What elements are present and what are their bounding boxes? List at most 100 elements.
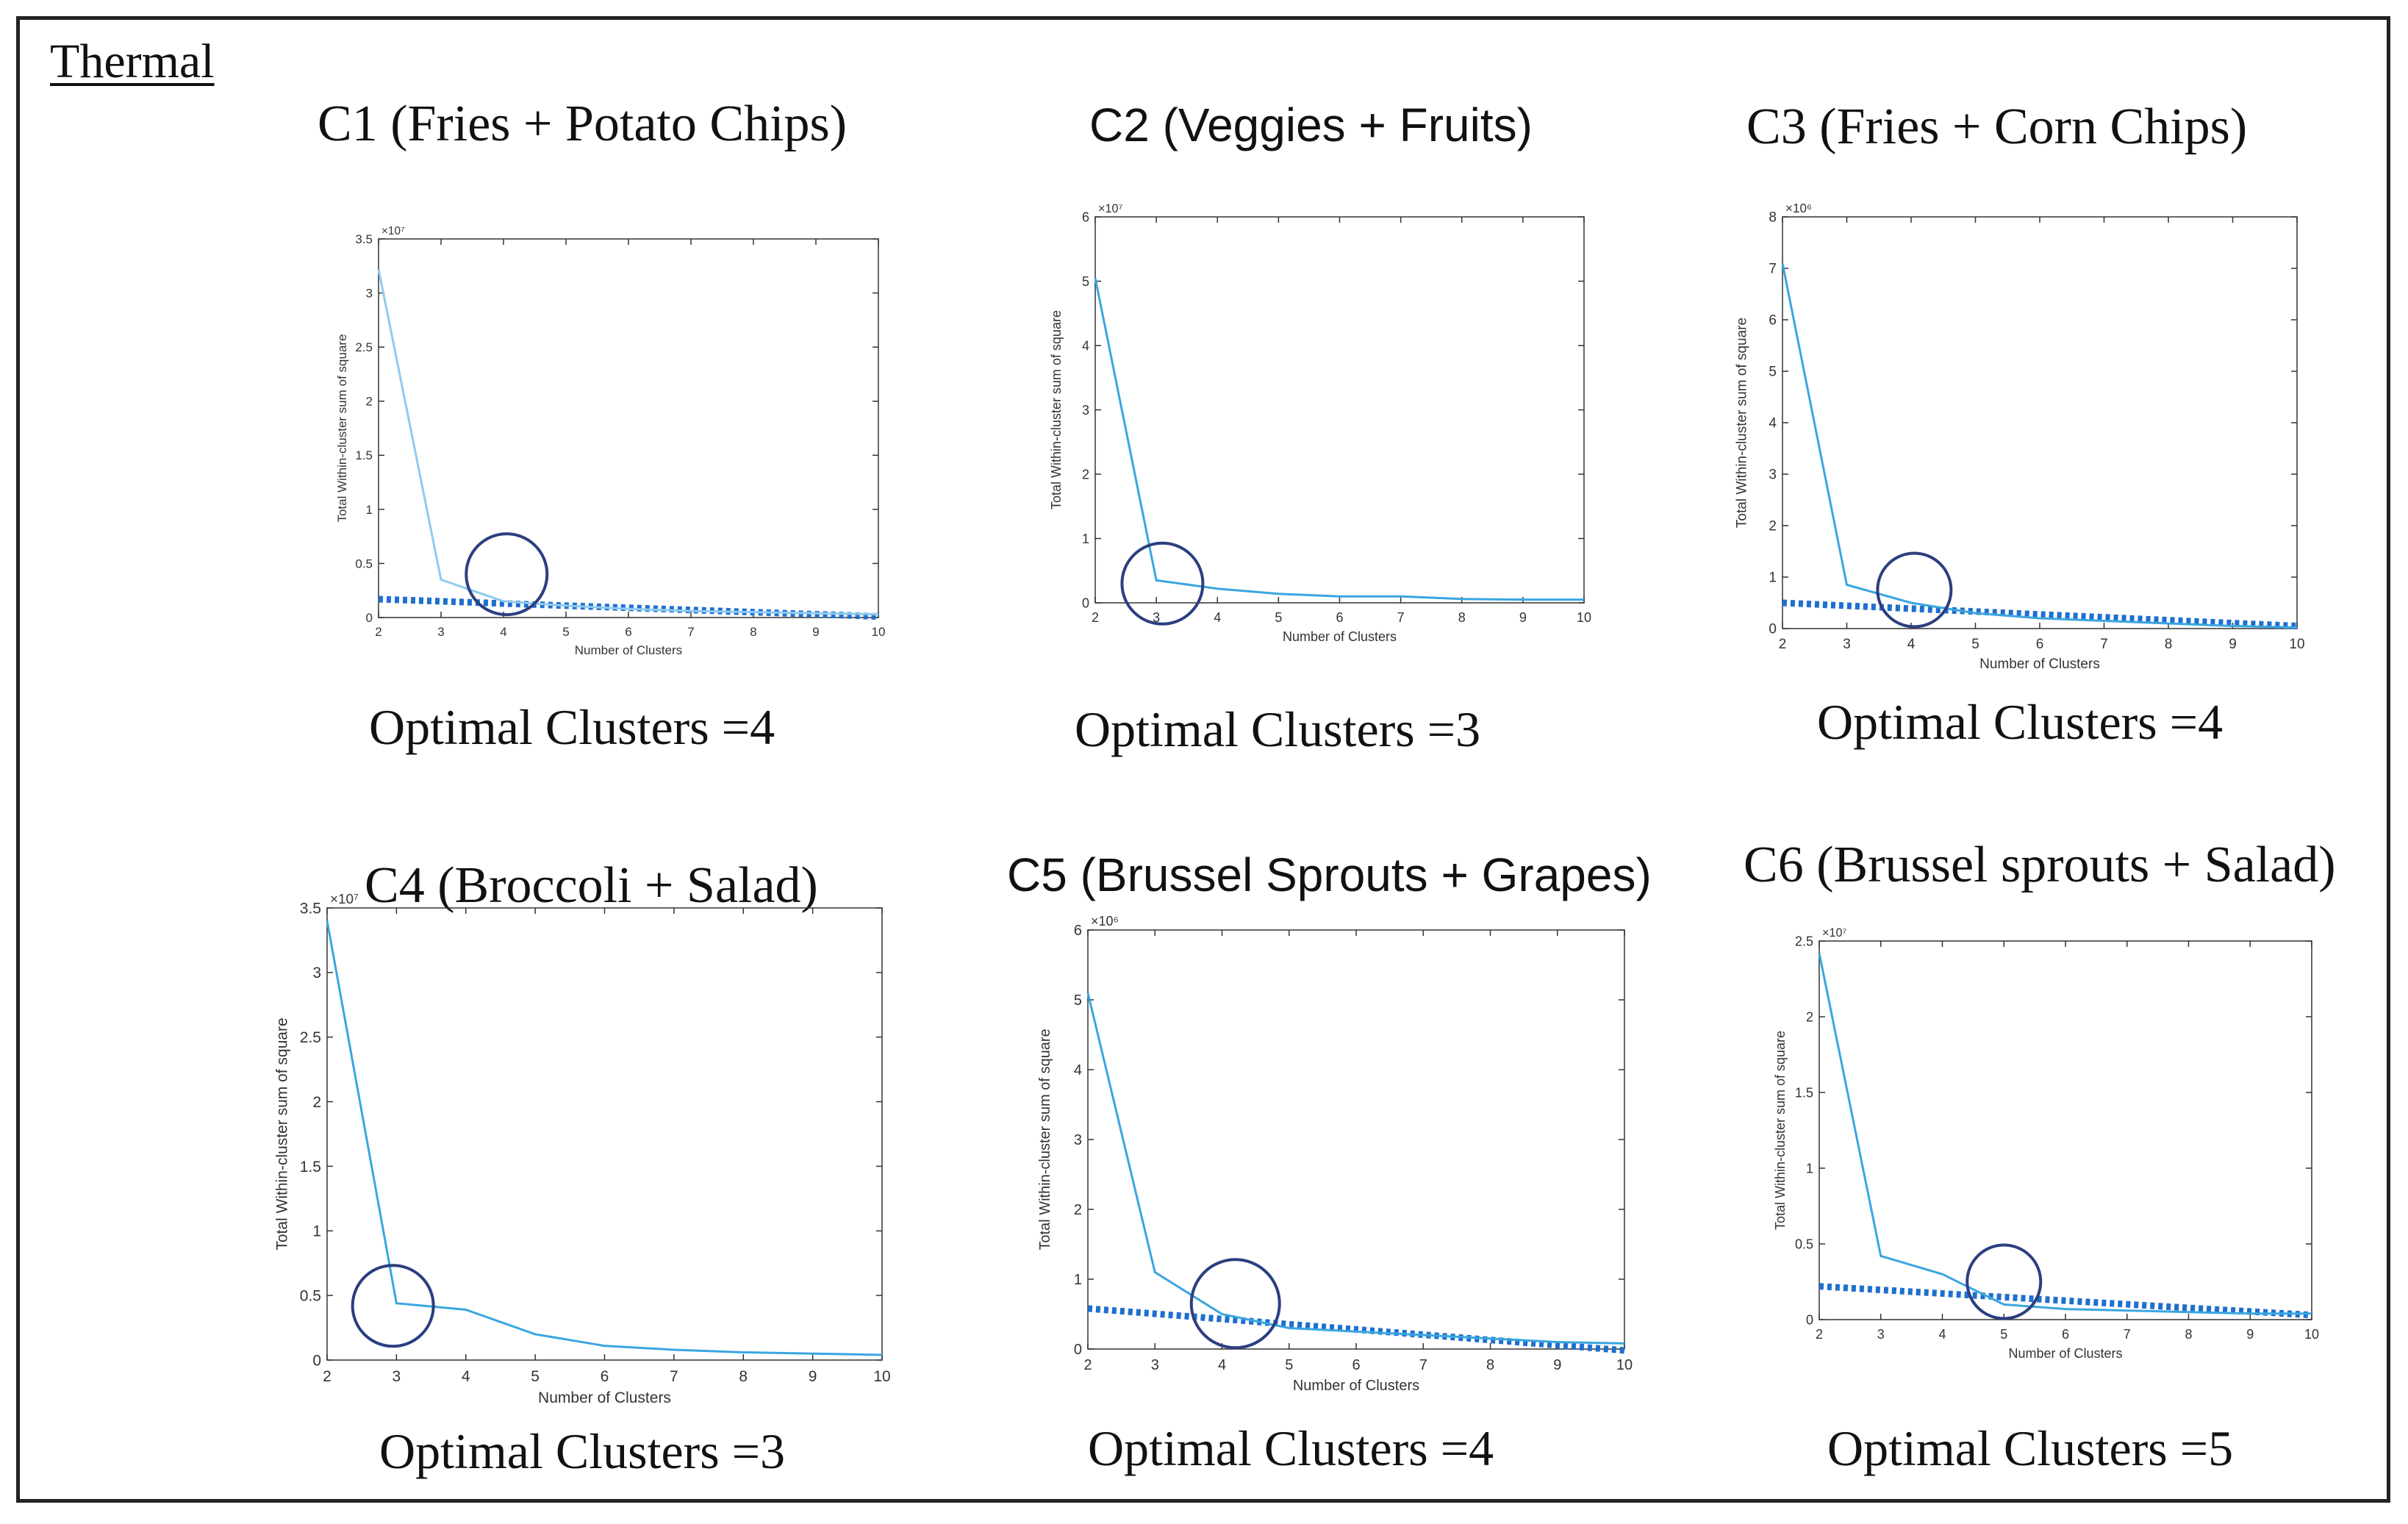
x-tick-label: 9 [1519,610,1527,625]
y-axis-label: Total Within-cluster sum of square [273,1017,290,1250]
y-axis-label: Total Within-cluster sum of square [1773,1031,1788,1230]
y-tick-label: 0.5 [1795,1237,1813,1251]
trend-dotted-line [378,595,879,620]
optimal-label-c3: Optimal Clusters =4 [1817,694,2224,750]
x-tick-label: 7 [1419,1357,1427,1373]
y-tick-label: 3 [366,287,373,301]
axis-exponent-label: ×10⁷ [1098,202,1122,215]
elbow-highlight-circle [1189,1258,1281,1350]
y-tick-label: 1 [1769,570,1777,586]
y-tick-label: 1 [1806,1161,1813,1176]
y-tick-label: 3 [1074,1132,1082,1148]
y-tick-label: 4 [1074,1062,1082,1078]
series-line-wcss [326,920,883,1356]
plot-c2: 2 3 4 5 6 7 8 9 10 0 1 2 3 4 5 6 ×10⁷ Number of Clusters T… [1049,202,1591,644]
x-tick-label: 5 [1285,1357,1293,1373]
y-tick-label: 3.5 [300,900,321,917]
x-tick-label: 4 [1907,637,1916,652]
optimal-label-c4: Optimal Clusters =3 [379,1423,786,1479]
panel-title-c2: C2 (Veggies + Fruits) [1089,99,1533,151]
series-line-wcss [377,268,879,616]
x-tick-label: 4 [1938,1327,1946,1342]
x-axis-label: Number of Clusters [1283,629,1397,644]
y-tick-label: 2 [1806,1009,1813,1024]
y-tick-label: 3 [1769,468,1777,483]
y-tick-label: 1 [312,1223,321,1240]
x-tick-label: 10 [1616,1357,1633,1373]
axis-exponent-label: ×10⁶ [1785,201,1812,215]
y-tick-label: 1 [366,503,373,517]
y-tick-label: 1 [1082,532,1089,546]
trend-dotted-line [1087,1305,1625,1354]
y-tick-label: 6 [1769,313,1777,329]
optimal-label-c2: Optimal Clusters =3 [1075,701,1481,757]
y-tick-label: 1 [1074,1272,1082,1288]
y-tick-label: 6 [1082,210,1089,224]
y-tick-label: 1.5 [300,1159,321,1176]
panel-title-c1: C1 (Fries + Potato Chips) [318,96,848,152]
x-tick-label: 6 [1352,1357,1360,1373]
y-tick-label: 3 [312,965,321,981]
y-tick-label: 2 [1074,1202,1082,1218]
y-tick-label: 5 [1074,992,1082,1009]
y-tick-label: 4 [1082,338,1089,353]
x-tick-label: 9 [1553,1357,1561,1373]
x-tick-label: 6 [2062,1327,2069,1342]
x-tick-label: 8 [2185,1327,2192,1342]
y-tick-label: 0.5 [355,557,373,570]
axis-exponent-label: ×10⁷ [1822,926,1846,940]
y-tick-label: 7 [1769,262,1777,277]
plot-area [1782,216,2298,629]
elbow-highlight-circle [1120,541,1205,626]
y-tick-label: 2.5 [1795,934,1813,948]
y-tick-label: 2 [1769,519,1777,534]
elbow-highlight-circle [351,1264,435,1348]
figure-frame [16,16,2390,1503]
x-tick-label: 2 [375,625,381,639]
x-axis-label: Number of Clusters [538,1389,671,1406]
y-tick-label: 0 [1082,595,1089,610]
y-tick-label: 1.5 [355,448,373,462]
x-tick-label: 7 [687,625,694,639]
x-tick-label: 8 [739,1368,748,1385]
x-tick-label: 3 [1153,610,1160,625]
x-tick-label: 4 [462,1368,470,1385]
section-label: Thermal [50,35,215,88]
y-axis-label: Total Within-cluster sum of square [1037,1028,1053,1250]
series-line-wcss [1818,953,2312,1315]
plot-c5: 2 3 4 5 6 7 8 9 10 0 1 2 3 4 5 6 ×10⁶ Number of Clusters T… [1037,914,1633,1394]
plot-c3: 2 3 4 5 6 7 8 9 10 0 1 2 3 4 5 6 7 8 ×10⁶ Number of Cluster… [1735,201,2305,672]
plot-area [326,907,883,1361]
x-tick-label: 3 [1877,1327,1885,1342]
panel-title-c6: C6 (Brussel sprouts + Salad) [1744,837,2336,893]
optimal-label-c6: Optimal Clusters =5 [1827,1420,2234,1476]
axis-exponent-label: ×10⁷ [381,225,404,237]
x-tick-label: 3 [1843,637,1851,652]
y-tick-label: 2.5 [355,340,373,354]
x-tick-label: 7 [1397,610,1405,625]
y-tick-label: 0 [1074,1342,1082,1358]
x-tick-label: 10 [2289,637,2304,652]
plot-area [1087,929,1625,1350]
elbow-highlight-circle [465,532,549,617]
x-tick-label: 10 [2304,1327,2319,1342]
y-tick-label: 2 [366,395,373,409]
y-tick-label: 3.5 [355,232,373,246]
x-tick-label: 9 [2246,1327,2254,1342]
x-axis-label: Number of Clusters [1293,1378,1419,1394]
x-tick-label: 4 [1214,610,1221,625]
x-tick-label: 2 [1092,610,1099,625]
plot-area [1818,940,2312,1320]
y-axis-label: Total Within-cluster sum of square [1049,310,1064,509]
panel-title-c3: C3 (Fries + Corn Chips) [1746,99,2248,155]
x-tick-label: 7 [670,1368,678,1385]
y-tick-label: 0.5 [300,1287,321,1304]
x-tick-label: 5 [1275,610,1282,625]
y-tick-label: 2.5 [300,1029,321,1046]
x-tick-label: 5 [2000,1327,2007,1342]
x-axis-label: Number of Clusters [575,643,682,657]
y-tick-label: 0 [312,1352,321,1369]
series-line-wcss [1781,262,2298,629]
x-tick-label: 6 [2036,637,2044,652]
x-tick-label: 3 [1151,1357,1159,1373]
